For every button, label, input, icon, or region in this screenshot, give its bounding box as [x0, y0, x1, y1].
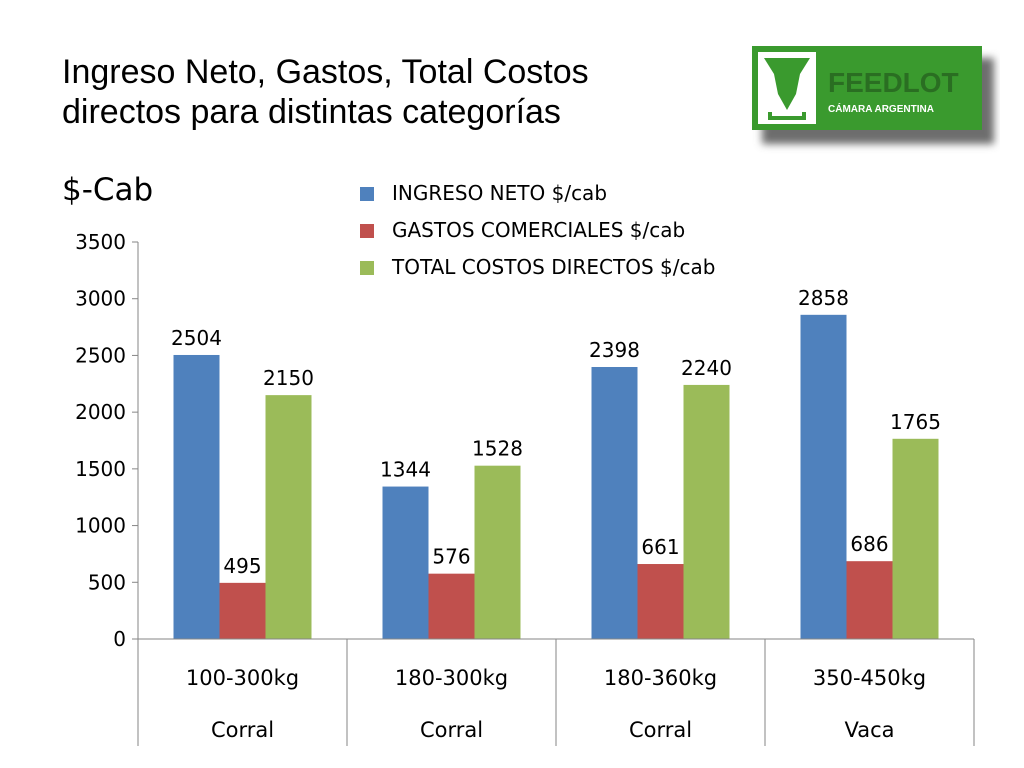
y-tick-label: 500 [88, 570, 126, 594]
y-axis-unit-label: $-Cab [62, 172, 154, 208]
bar [428, 573, 475, 639]
legend-label: INGRESO NETO $/cab [392, 181, 607, 205]
logo-main-text: FEEDLOT [828, 67, 959, 98]
chart-axes: 0 500 1000 1500 2000 2500 3000 3500 100-300kg Cor… [75, 230, 975, 746]
legend-swatch [360, 187, 374, 201]
bar-data-label: 2504 [171, 326, 222, 350]
bar-data-label: 1528 [472, 437, 523, 461]
feedlot-logo: FEEDLOT CÁMARA ARGENTINA [752, 44, 1000, 154]
slide-title: Ingreso Neto, Gastos, Total Costos direc… [62, 52, 722, 132]
cow-head-icon [764, 58, 810, 110]
y-tick-label: 2500 [75, 343, 126, 367]
bar-data-label: 1765 [890, 410, 941, 434]
x-group-label: Vaca [844, 718, 894, 742]
bar [219, 582, 266, 639]
y-tick-label: 0 [113, 627, 126, 651]
x-group-label: Corral [211, 718, 274, 742]
bar [591, 366, 638, 639]
logo-base-icon [768, 112, 806, 120]
x-category-label: 180-300kg [395, 666, 508, 690]
x-group-label: Corral [420, 718, 483, 742]
bar [173, 354, 220, 639]
legend-swatch [360, 261, 374, 275]
legend-label: TOTAL COSTOS DIRECTOS $/cab [391, 255, 715, 279]
y-tick-label: 2000 [75, 400, 126, 424]
logo-sub-text: CÁMARA ARGENTINA [828, 102, 934, 115]
x-group-label: Corral [629, 718, 692, 742]
y-tick-label: 1000 [75, 514, 126, 538]
bar [382, 486, 429, 639]
bar-data-label: 661 [641, 535, 679, 559]
title-line-2: directos para distintas categorías [62, 93, 561, 131]
x-category-label: 100-300kg [186, 666, 299, 690]
bar-data-label: 495 [223, 554, 261, 578]
legend-label: GASTOS COMERCIALES $/cab [392, 218, 685, 242]
y-tick-label: 3500 [75, 230, 126, 254]
bar [265, 395, 312, 639]
legend-swatch [360, 224, 374, 238]
bar [474, 465, 521, 639]
x-category-label: 180-360kg [604, 666, 717, 690]
feedlot-logo-graphic: FEEDLOT CÁMARA ARGENTINA [752, 46, 994, 144]
chart-legend: INGRESO NETO $/cab GASTOS COMERCIALES $/c… [360, 181, 715, 279]
bar-data-label: 576 [432, 545, 470, 569]
bar-data-label: 1344 [380, 458, 431, 482]
title-line-1: Ingreso Neto, Gastos, Total Costos [62, 53, 589, 91]
bar [892, 438, 939, 639]
bar [846, 561, 893, 639]
bar [800, 314, 847, 639]
x-category-label: 350-450kg [813, 666, 926, 690]
bar-data-label: 2858 [798, 286, 849, 310]
bar-data-label: 686 [850, 532, 888, 556]
y-tick-label: 1500 [75, 457, 126, 481]
y-tick-label: 3000 [75, 287, 126, 311]
bar [637, 564, 684, 639]
bar [683, 384, 730, 639]
bar-data-label: 2240 [681, 356, 732, 380]
chart-bars: 2504 1344 2398 2858 495 576 661 686 2150 1528 2240… [171, 286, 941, 639]
bar-data-label: 2150 [263, 366, 314, 390]
bar-data-label: 2398 [589, 338, 640, 362]
